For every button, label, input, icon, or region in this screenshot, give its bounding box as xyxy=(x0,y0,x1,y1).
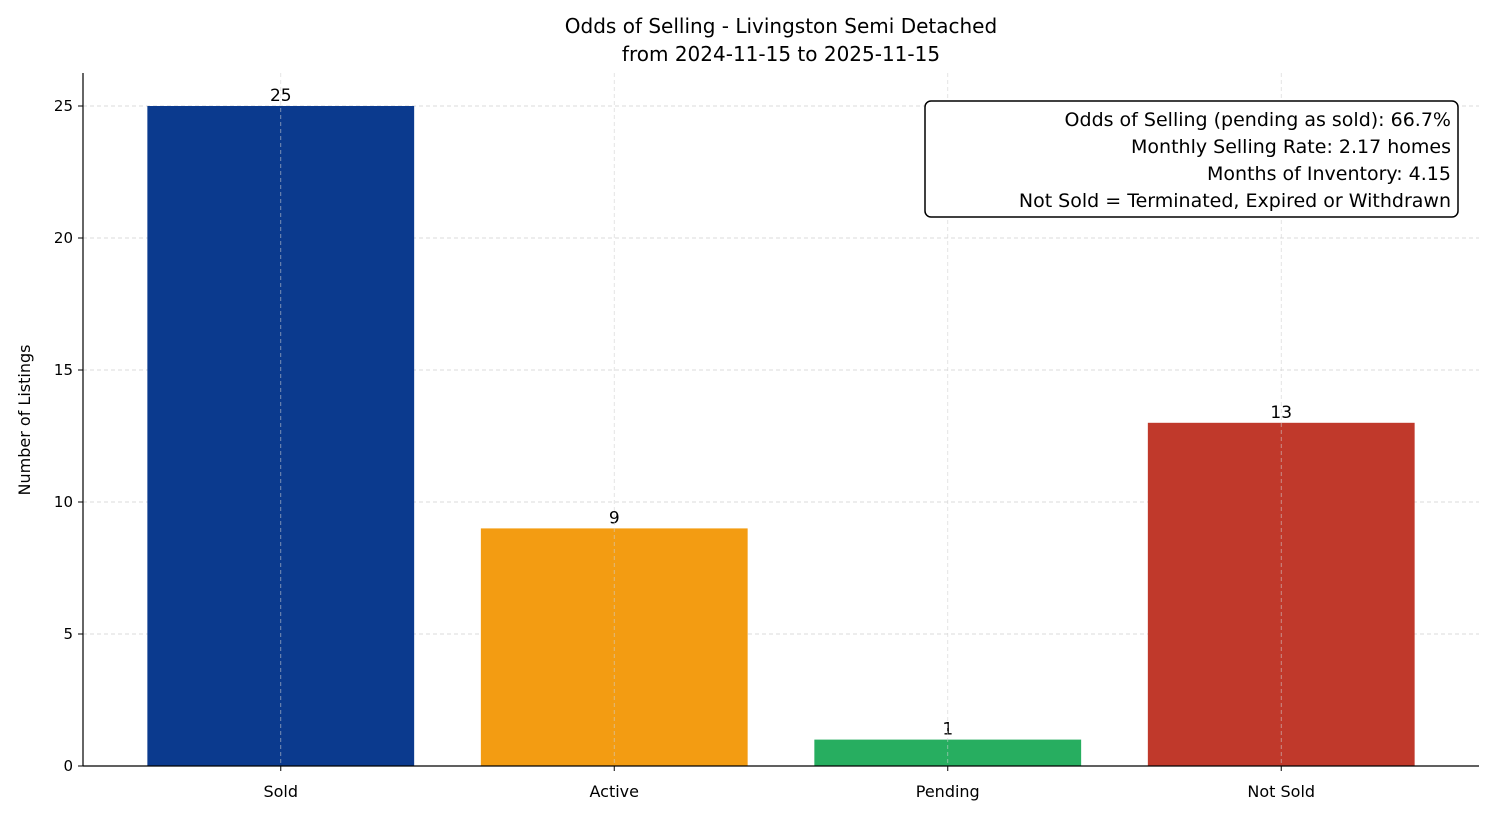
annotation-frame xyxy=(924,100,1459,218)
x-tick-label: Not Sold xyxy=(1247,782,1315,801)
annotation-line: Monthly Selling Rate: 2.17 homes xyxy=(1131,136,1451,158)
bar-sold xyxy=(147,106,415,766)
x-tick-label: Active xyxy=(590,782,640,801)
y-tick-label: 0 xyxy=(63,757,73,775)
axes: 0 5 10 15 20 25 Sold Active Pending Not Sold xyxy=(54,73,1479,801)
annotation-box: Odds of Selling (pending as sold): 66.7%… xyxy=(924,100,1459,218)
y-tick-label: 20 xyxy=(54,229,73,247)
y-tick-label: 10 xyxy=(54,493,73,511)
chart-subtitle: from 2024-11-15 to 2025-11-15 xyxy=(622,42,940,66)
data-label: 9 xyxy=(609,508,620,528)
annotation-line: Not Sold = Terminated, Expired or Withdr… xyxy=(1019,190,1451,212)
y-tick-label: 25 xyxy=(54,97,73,115)
y-tick-label: 15 xyxy=(54,361,73,379)
x-tick-label: Pending xyxy=(916,782,980,801)
y-tick-label: 5 xyxy=(63,625,73,643)
annotation-line: Months of Inventory: 4.15 xyxy=(1207,163,1451,185)
y-axis-label: Number of Listings xyxy=(15,345,34,496)
annotation-line: Odds of Selling (pending as sold): 66.7% xyxy=(1065,109,1451,131)
x-tick-label: Sold xyxy=(263,782,298,801)
data-label: 1 xyxy=(942,720,953,740)
chart-title: Odds of Selling - Livingston Semi Detach… xyxy=(565,14,997,38)
